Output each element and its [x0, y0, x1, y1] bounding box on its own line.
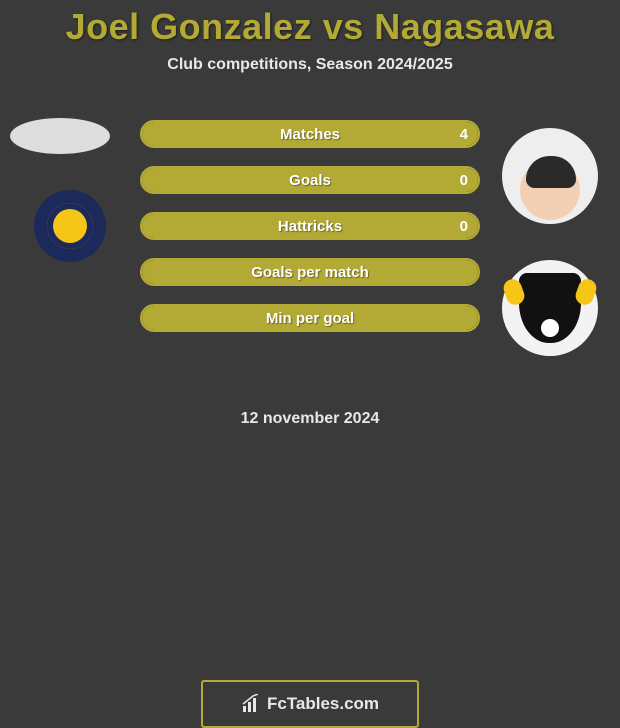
subtitle: Club competitions, Season 2024/2025	[0, 56, 620, 74]
stat-bar-track: Hattricks0	[140, 212, 480, 240]
page-title: Joel Gonzalez vs Nagasawa	[0, 0, 620, 48]
stat-bar-track: Goals per match	[140, 258, 480, 286]
stat-label: Matches	[142, 122, 478, 146]
stat-value-right: 0	[460, 214, 468, 238]
stat-value-right: 4	[460, 122, 468, 146]
stats-bars: Matches4Goals0Hattricks0Goals per matchM…	[140, 120, 480, 350]
stat-row: Goals per match	[140, 258, 480, 286]
stat-row: Min per goal	[140, 304, 480, 332]
stat-label: Goals	[142, 168, 478, 192]
stat-label: Hattricks	[142, 214, 478, 238]
chart-icon	[241, 694, 261, 714]
brand-box: FcTables.com	[201, 680, 419, 728]
stat-bar-track: Goals0	[140, 166, 480, 194]
club-left-badge	[22, 178, 118, 274]
player-left-avatar	[10, 118, 110, 154]
player-right-avatar	[502, 128, 598, 224]
stat-label: Goals per match	[142, 260, 478, 284]
stat-value-right: 0	[460, 168, 468, 192]
stat-row: Hattricks0	[140, 212, 480, 240]
club-right-badge	[502, 260, 598, 356]
stat-row: Goals0	[140, 166, 480, 194]
date-text: 12 november 2024	[0, 410, 620, 428]
stat-bar-track: Min per goal	[140, 304, 480, 332]
stat-row: Matches4	[140, 120, 480, 148]
brand-text: FcTables.com	[267, 694, 379, 714]
stat-label: Min per goal	[142, 306, 478, 330]
stat-bar-track: Matches4	[140, 120, 480, 148]
